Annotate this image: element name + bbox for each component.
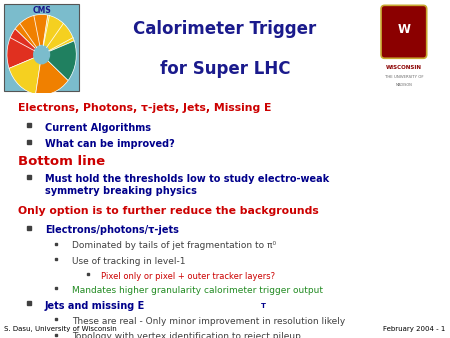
Text: Dominated by tails of jet fragmentation to π⁰: Dominated by tails of jet fragmentation … <box>72 241 276 250</box>
Wedge shape <box>15 15 48 55</box>
Text: WISCONSIN: WISCONSIN <box>386 65 422 70</box>
Text: Jets and missing E: Jets and missing E <box>45 301 145 311</box>
Text: What can be improved?: What can be improved? <box>45 139 175 149</box>
Text: CMS: CMS <box>32 6 51 15</box>
Wedge shape <box>41 41 76 80</box>
Wedge shape <box>7 29 41 68</box>
Text: Pixel only or pixel + outer tracker layers?: Pixel only or pixel + outer tracker laye… <box>101 272 275 281</box>
Text: Current Algorithms: Current Algorithms <box>45 123 151 132</box>
FancyBboxPatch shape <box>4 3 79 91</box>
Text: Electrons, Photons, τ-jets, Jets, Missing E: Electrons, Photons, τ-jets, Jets, Missin… <box>18 103 271 113</box>
Wedge shape <box>41 15 74 55</box>
Wedge shape <box>9 55 41 94</box>
Text: Mandates higher granularity calorimeter trigger output: Mandates higher granularity calorimeter … <box>72 286 323 294</box>
Text: February 2004 - 1: February 2004 - 1 <box>383 326 446 332</box>
Wedge shape <box>36 55 68 95</box>
Text: Bottom line: Bottom line <box>18 155 105 168</box>
Text: Only option is to further reduce the backgrounds: Only option is to further reduce the bac… <box>18 206 319 216</box>
Text: W: W <box>397 23 410 36</box>
Text: MADISON: MADISON <box>396 83 412 87</box>
Circle shape <box>34 46 50 64</box>
Text: THE UNIVERSITY OF: THE UNIVERSITY OF <box>385 74 423 78</box>
Text: Electrons/photons/τ-jets: Electrons/photons/τ-jets <box>45 225 179 235</box>
Text: Calorimeter Trigger: Calorimeter Trigger <box>133 20 317 38</box>
Text: These are real - Only minor improvement in resolution likely: These are real - Only minor improvement … <box>72 317 345 326</box>
Text: S. Dasu, University of Wisconsin: S. Dasu, University of Wisconsin <box>4 326 117 332</box>
Text: Use of tracking in level-1: Use of tracking in level-1 <box>72 257 185 266</box>
Text: T: T <box>261 303 265 309</box>
Text: for Super LHC: for Super LHC <box>160 61 290 78</box>
FancyBboxPatch shape <box>381 5 427 58</box>
Text: Must hold the thresholds low to study electro-weak
symmetry breaking physics: Must hold the thresholds low to study el… <box>45 174 329 196</box>
Text: Topology with vertex identification to reject pileup: Topology with vertex identification to r… <box>72 332 301 338</box>
